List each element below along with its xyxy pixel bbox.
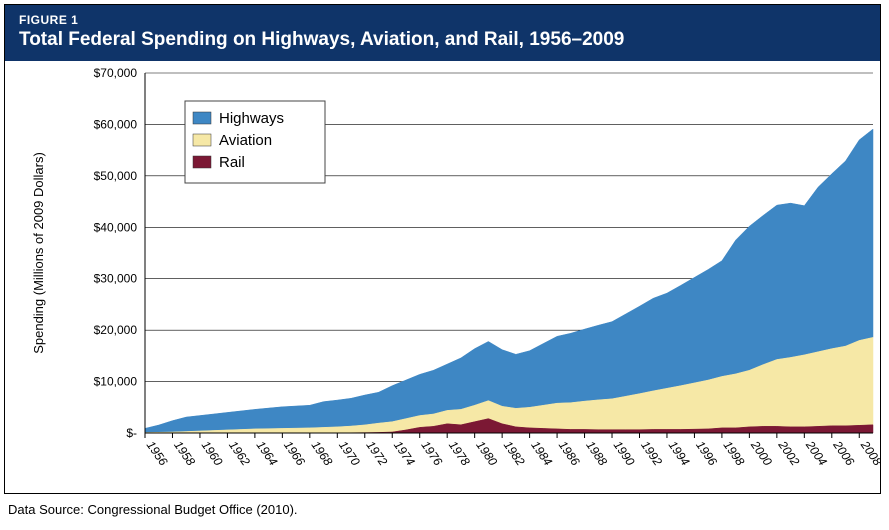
legend-swatch xyxy=(193,156,211,168)
svg-text:2000: 2000 xyxy=(747,438,775,469)
svg-text:$20,000: $20,000 xyxy=(94,323,138,337)
svg-text:1978: 1978 xyxy=(446,438,473,468)
svg-text:1994: 1994 xyxy=(666,438,693,468)
svg-text:$-: $- xyxy=(126,426,137,440)
svg-text:1996: 1996 xyxy=(693,438,720,468)
svg-text:$10,000: $10,000 xyxy=(94,375,138,389)
svg-text:2008: 2008 xyxy=(857,438,880,469)
svg-text:$60,000: $60,000 xyxy=(94,117,138,131)
svg-text:1990: 1990 xyxy=(611,438,638,468)
svg-text:1982: 1982 xyxy=(501,438,528,468)
svg-text:$50,000: $50,000 xyxy=(94,169,138,183)
svg-text:1998: 1998 xyxy=(721,438,748,468)
svg-text:1980: 1980 xyxy=(473,438,500,468)
legend-label: Aviation xyxy=(219,132,272,149)
svg-text:$40,000: $40,000 xyxy=(94,220,138,234)
svg-text:1976: 1976 xyxy=(418,438,445,468)
svg-text:2006: 2006 xyxy=(830,438,858,469)
legend-label: Highways xyxy=(219,110,284,127)
svg-text:1986: 1986 xyxy=(556,438,583,468)
legend-label: Rail xyxy=(219,154,245,171)
svg-text:1968: 1968 xyxy=(309,438,336,468)
svg-text:1972: 1972 xyxy=(363,438,390,468)
svg-text:1970: 1970 xyxy=(336,438,363,468)
svg-text:1966: 1966 xyxy=(281,438,308,468)
svg-text:1962: 1962 xyxy=(226,438,253,468)
svg-text:1992: 1992 xyxy=(638,438,665,468)
svg-text:$30,000: $30,000 xyxy=(94,272,138,286)
page-title: Total Federal Spending on Highways, Avia… xyxy=(19,29,866,51)
figure-label: FIGURE 1 xyxy=(19,13,866,27)
svg-text:$70,000: $70,000 xyxy=(94,66,138,80)
svg-text:1960: 1960 xyxy=(199,438,226,468)
svg-text:1988: 1988 xyxy=(583,438,610,468)
svg-text:2002: 2002 xyxy=(775,438,803,469)
svg-text:1984: 1984 xyxy=(528,438,555,468)
legend-swatch xyxy=(193,112,211,124)
svg-text:1956: 1956 xyxy=(144,438,171,468)
data-source: Data Source: Congressional Budget Office… xyxy=(8,502,298,517)
svg-text:1974: 1974 xyxy=(391,438,418,468)
svg-text:1958: 1958 xyxy=(171,438,198,468)
legend-swatch xyxy=(193,134,211,146)
svg-text:2004: 2004 xyxy=(802,438,830,469)
stacked-area-chart: $- $10,000 $20,000 $30,000 $40,000 $50,000 $60… xyxy=(5,61,880,493)
svg-text:Spending (Millions of 2009 Dol: Spending (Millions of 2009 Dollars) xyxy=(31,152,46,354)
svg-text:1964: 1964 xyxy=(254,438,281,468)
